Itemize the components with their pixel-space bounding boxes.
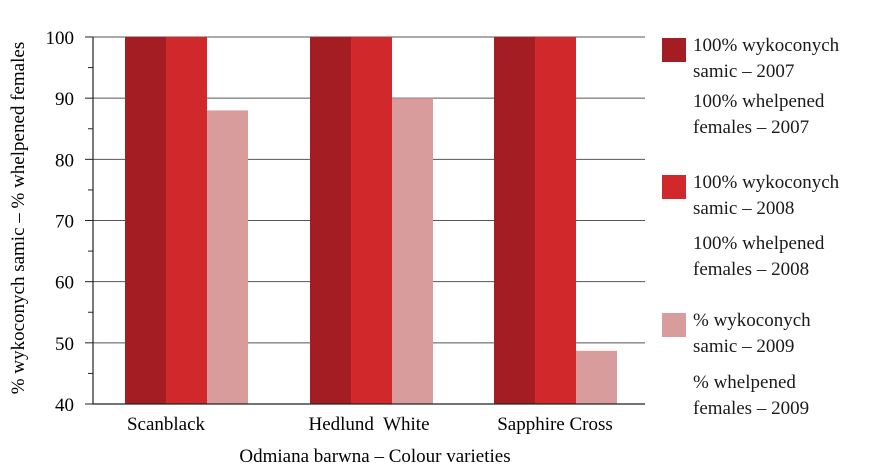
- legend-swatch-2008: [662, 175, 686, 199]
- bars: [125, 37, 617, 405]
- bar-series-1-sapphire-cross: [494, 37, 535, 404]
- bar-series-3-sapphire-cross: [576, 350, 617, 404]
- y-axis-title: % wykoconych samic – % whelpened females: [8, 42, 29, 394]
- axes: [85, 36, 645, 405]
- y-tick-label-80: 80: [55, 150, 74, 171]
- legend-label-2007-pl-1: 100% wykoconych: [693, 35, 840, 56]
- bar-series-1-scanblack: [125, 37, 166, 404]
- legend-label-2008-en-1: 100% whelpened: [693, 233, 825, 254]
- legend-swatch-2009: [662, 313, 686, 337]
- bar-series-1-hedlund-white: [310, 37, 351, 404]
- y-tick-label-50: 50: [55, 334, 74, 355]
- y-tick-label-60: 60: [55, 273, 74, 294]
- legend-label-2009-pl-1: % wykoconych: [693, 310, 811, 331]
- bar-series-2-hedlund-white: [351, 37, 392, 404]
- bar-series-3-scanblack: [207, 110, 248, 405]
- legend-label-2007-en-1: 100% whelpened: [693, 91, 825, 112]
- y-tick-label-100: 100: [46, 28, 75, 49]
- legend-label-2008-pl-2: samic – 2008: [693, 198, 795, 219]
- y-tick-labels: 40 50 60 70 80 90 100: [46, 28, 75, 416]
- legend-label-2009-en-2: females – 2009: [693, 398, 810, 419]
- legend-label-2007-pl-2: samic – 2007: [693, 61, 795, 82]
- category-label-3: Sapphire Cross: [497, 414, 613, 435]
- category-label-1: Scanblack: [127, 414, 206, 435]
- legend-label-2009-pl-2: samic – 2009: [693, 336, 795, 357]
- category-labels: Scanblack Hedlund White Sapphire Cross: [127, 414, 613, 435]
- y-tick-label-40: 40: [55, 395, 74, 416]
- legend-label-2008-en-2: females – 2008: [693, 259, 810, 280]
- bar-series-2-scanblack: [166, 37, 207, 404]
- legend-label-2009-en-1: % whelpened: [693, 372, 796, 393]
- legend-label-2007-en-2: females – 2007: [693, 117, 810, 138]
- legend-swatch-2007: [662, 38, 686, 62]
- category-label-2: Hedlund White: [308, 414, 429, 435]
- y-tick-label-70: 70: [55, 212, 74, 233]
- legend-label-2008-pl-1: 100% wykoconych: [693, 172, 840, 193]
- bar-series-3-hedlund-white: [392, 98, 433, 405]
- x-axis-title: Odmiana barwna – Colour varieties: [239, 446, 510, 466]
- y-tick-label-90: 90: [55, 89, 74, 110]
- bar-series-2-sapphire-cross: [535, 37, 576, 404]
